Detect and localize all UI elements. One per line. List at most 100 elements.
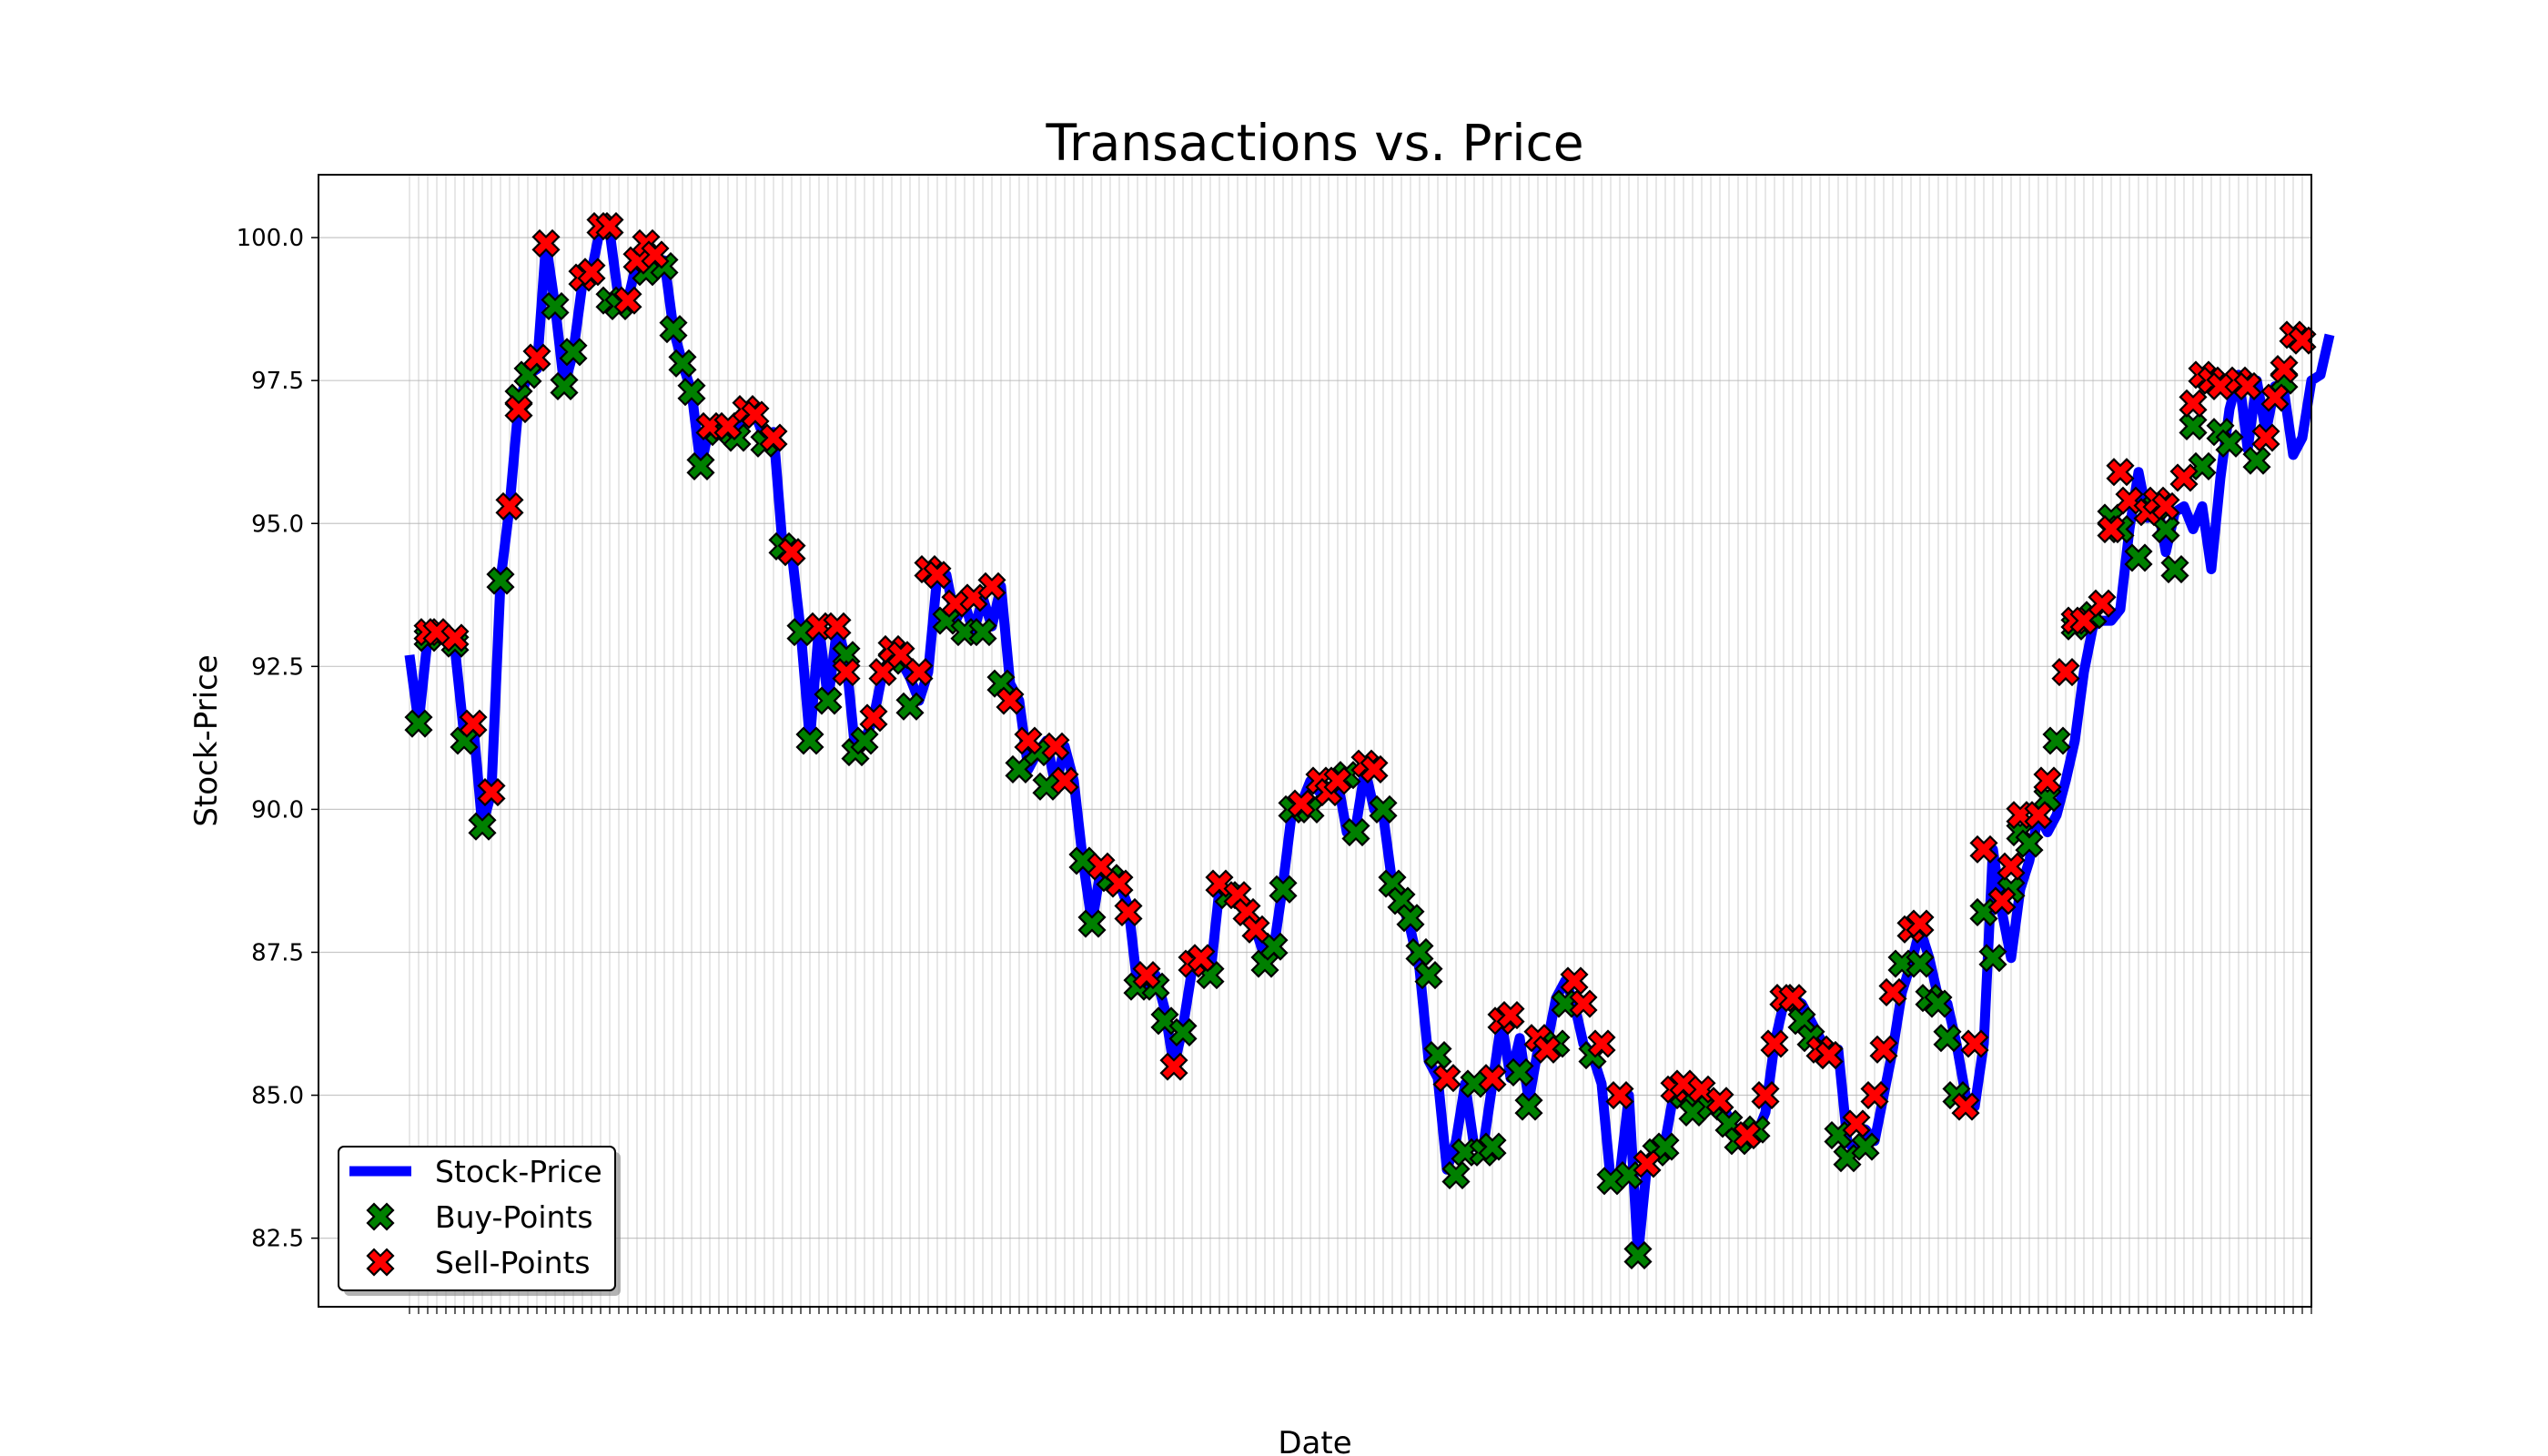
sell-point-marker [2106, 458, 2135, 487]
sell-point-marker [2051, 658, 2080, 687]
sell-point-marker [1159, 1052, 1188, 1081]
buy-point-marker [1414, 961, 1443, 990]
sell-point-marker [777, 538, 806, 567]
buy-point-marker [2242, 446, 2271, 475]
x-ticks [409, 1307, 2312, 1314]
buy-point-marker [1077, 909, 1107, 938]
buy-point-marker [1005, 754, 1034, 784]
sell-point-marker [2097, 514, 2126, 544]
buy-point-marker [468, 812, 497, 841]
sell-point-marker [1815, 1041, 1844, 1070]
sell-point-marker [759, 423, 788, 452]
sell-point-marker [2233, 371, 2262, 401]
sell-point-marker [1587, 1029, 1616, 1058]
legend-label-buy-points: Buy-Points [435, 1199, 593, 1235]
sell-point-marker [1778, 984, 1807, 1013]
buy-point-marker [659, 315, 688, 344]
sell-point-marker [577, 258, 606, 287]
legend-sell-marker [366, 1248, 395, 1277]
buy-point-marker [559, 338, 588, 367]
y-tick-label: 100.0 [237, 225, 304, 252]
y-tick-label: 97.5 [251, 368, 304, 395]
buy-point-marker [1168, 1017, 1198, 1046]
sell-point-marker [823, 612, 852, 641]
sell-point-marker [1287, 789, 1316, 818]
sell-point-marker [905, 658, 934, 687]
sell-point-marker [477, 777, 506, 807]
sell-point-marker [2260, 383, 2290, 412]
buy-point-marker [550, 371, 579, 401]
sell-point-marker [1105, 869, 1134, 898]
sell-point-marker [2151, 491, 2180, 521]
sell-point-marker [2088, 589, 2117, 618]
sell-point-marker [1132, 961, 1161, 990]
buy-point-marker [1369, 794, 1398, 824]
sell-point-marker [1605, 1080, 1634, 1110]
legend-label-sell-points: Sell-Points [435, 1245, 591, 1280]
buy-point-marker [1405, 937, 1434, 967]
marker-layer [404, 211, 2317, 1270]
buy-point-marker [895, 692, 925, 721]
buy-point-marker [2179, 411, 2208, 440]
sell-point-marker [495, 491, 524, 521]
sell-point-marker [522, 343, 551, 372]
sell-point-marker [2024, 801, 2053, 830]
buy-point-marker [1396, 904, 1425, 933]
sell-point-marker [1997, 852, 2026, 881]
buy-point-marker [1478, 1132, 1507, 1161]
sell-point-marker [641, 240, 670, 269]
sell-point-marker [2069, 606, 2098, 635]
sell-point-marker [713, 411, 743, 440]
buy-point-marker [2160, 554, 2189, 584]
grid-layer [318, 175, 2312, 1307]
legend-buy-icon [366, 1202, 395, 1231]
y-tick-label: 95.0 [251, 511, 304, 538]
y-tick-label: 90.0 [251, 796, 304, 824]
buy-point-marker [668, 349, 697, 378]
sell-point-marker [859, 703, 888, 733]
sell-point-marker [2288, 326, 2317, 355]
buy-point-marker [1924, 989, 1953, 1018]
sell-point-marker [2270, 355, 2299, 384]
sell-point-marker [832, 658, 861, 687]
legend-box [338, 1146, 616, 1291]
sell-point-marker [1569, 989, 1598, 1018]
buy-point-marker [486, 566, 515, 595]
sell-point-marker [1860, 1080, 1889, 1110]
sell-point-marker [1842, 1109, 1871, 1138]
buy-point-marker [1933, 1024, 1962, 1053]
sell-point-marker [1760, 1029, 1789, 1058]
buy-point-marker [1441, 1160, 1471, 1190]
sell-point-marker [1869, 1035, 1898, 1064]
buy-point-marker [1259, 932, 1289, 961]
sell-point-marker [2169, 463, 2199, 492]
buy-point-marker [541, 291, 570, 321]
buy-point-marker [1269, 875, 1298, 904]
sell-point-marker [1532, 1035, 1562, 1064]
buy-point-marker [814, 686, 843, 715]
sell-point-marker [531, 228, 561, 258]
sell-point-marker [1323, 766, 1352, 795]
buy-point-marker [1505, 1057, 1534, 1087]
sell-point-marker [459, 709, 488, 738]
buy-point-marker [1851, 1132, 1880, 1161]
sell-point-marker [741, 400, 770, 430]
sell-point-marker [1733, 1120, 1762, 1150]
sell-point-marker [868, 658, 897, 687]
buy-point-marker [2015, 829, 2044, 858]
sell-point-marker [923, 561, 952, 590]
sell-point-marker [1951, 1092, 1980, 1121]
buy-point-marker [968, 618, 997, 647]
buy-point-marker [795, 726, 824, 755]
sell-point-marker [1560, 966, 1589, 996]
y-tick-label: 85.0 [251, 1083, 304, 1110]
legend-buy-marker [366, 1202, 395, 1231]
sell-point-marker [440, 623, 470, 652]
sell-point-marker [1878, 977, 1907, 1006]
sell-point-marker [504, 395, 533, 424]
sell-point-marker [1987, 886, 2017, 915]
buy-point-marker [1514, 1092, 1543, 1121]
sell-point-marker [2179, 389, 2208, 418]
buy-point-marker [850, 726, 879, 755]
